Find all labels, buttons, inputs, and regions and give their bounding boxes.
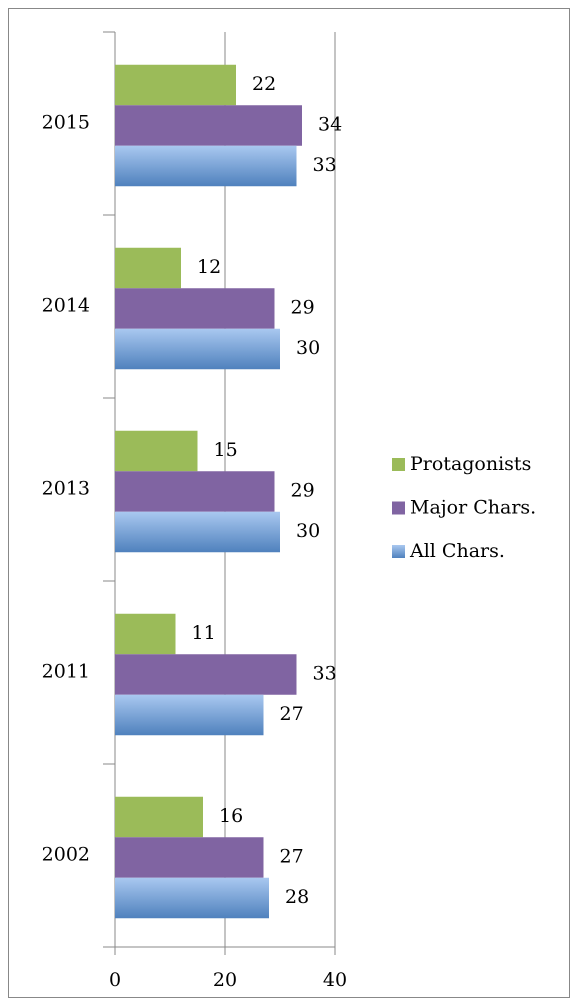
legend-swatch (392, 501, 405, 515)
legend-swatch (392, 458, 405, 471)
bar (115, 247, 181, 289)
y-tick-label: 2011 (42, 661, 90, 683)
data-label: 27 (280, 703, 304, 725)
y-tick-label: 2013 (42, 478, 90, 500)
bar (115, 511, 280, 553)
legend-label: Protagonists (410, 453, 531, 475)
data-label: 28 (285, 886, 309, 908)
y-tick-label: 2014 (42, 295, 90, 317)
bar (115, 64, 236, 106)
x-tick-label: 0 (109, 969, 121, 991)
x-tick-label: 40 (323, 969, 347, 991)
data-label: 29 (291, 480, 315, 502)
y-tick-label: 2015 (42, 112, 90, 134)
bar (115, 654, 297, 695)
data-label: 34 (318, 114, 342, 136)
data-label: 27 (280, 846, 304, 868)
data-label: 16 (219, 805, 243, 827)
bar (115, 613, 176, 655)
bar (115, 694, 264, 736)
data-label: 15 (214, 439, 238, 461)
bar (115, 877, 269, 919)
bar (115, 328, 280, 370)
bar (115, 471, 275, 512)
data-label: 30 (296, 520, 320, 542)
data-label: 12 (197, 256, 221, 278)
data-label: 33 (313, 154, 337, 176)
x-tick-label: 20 (213, 969, 237, 991)
legend-label: Major Chars. (410, 497, 536, 519)
bar (115, 288, 275, 329)
legend-label: All Chars. (409, 540, 505, 562)
bar (115, 105, 302, 146)
y-tick-label: 2002 (42, 844, 90, 866)
legend-swatch (392, 545, 405, 558)
data-label: 33 (313, 663, 337, 685)
data-label: 29 (291, 297, 315, 319)
bar (115, 145, 297, 187)
data-label: 11 (192, 622, 216, 644)
bar (115, 796, 203, 838)
bar (115, 837, 264, 878)
data-label: 30 (296, 337, 320, 359)
data-label: 22 (252, 73, 276, 95)
bar (115, 430, 198, 472)
